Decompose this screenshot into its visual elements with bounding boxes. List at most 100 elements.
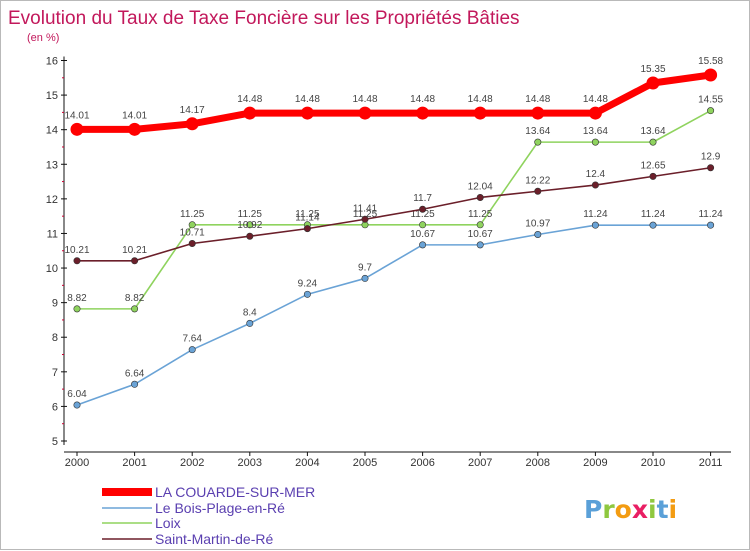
series-0: 14.01 14.01 14.17 14.48 14.48 14.48 14.48 14.48… <box>64 56 724 136</box>
x-tick-label: 2010 <box>641 457 665 469</box>
data-point <box>649 172 657 180</box>
data-label: 13.64 <box>640 126 665 137</box>
data-label: 12.9 <box>701 152 721 163</box>
series-line <box>73 71 715 133</box>
data-label: 10.92 <box>237 220 262 231</box>
data-label: 14.48 <box>525 94 550 105</box>
chart-title: Evolution du Taux de Taxe Foncière sur l… <box>8 8 520 29</box>
data-point <box>534 138 542 146</box>
data-point <box>476 193 484 201</box>
data-point <box>361 215 369 223</box>
data-point <box>419 221 427 229</box>
data-label: 14.17 <box>180 105 205 116</box>
data-point <box>128 122 142 136</box>
y-tick-label: 11 <box>47 228 58 240</box>
data-point <box>131 257 139 265</box>
data-point <box>243 106 257 120</box>
x-tick-label: 2005 <box>353 457 377 469</box>
data-label: 11.25 <box>410 209 435 220</box>
data-label: 11.25 <box>180 209 205 220</box>
data-label: 11.41 <box>353 203 378 214</box>
logo-letter: i <box>669 495 678 524</box>
data-label: 12.22 <box>525 175 550 186</box>
x-tick-label: 2009 <box>583 457 607 469</box>
data-label: 9.24 <box>298 278 318 289</box>
data-label: 6.64 <box>125 368 145 379</box>
data-point <box>73 305 81 313</box>
data-label: 11.25 <box>295 209 320 220</box>
data-point <box>246 221 254 229</box>
data-label: 7.64 <box>182 334 202 345</box>
data-label: 11.25 <box>468 209 493 220</box>
data-label: 11.14 <box>295 213 320 224</box>
data-label: 11.24 <box>583 209 608 220</box>
data-point <box>591 138 599 146</box>
data-point <box>649 221 657 229</box>
y-axis: 5 6 7 8 9 10 11 12 13 14 15 16 <box>46 56 67 448</box>
series-2: 8.82 8.82 11.25 11.25 11.25 11.25 11.25 11.25 13… <box>67 95 724 313</box>
logo-letter: r <box>602 495 615 524</box>
x-tick-label: 2000 <box>65 457 89 469</box>
y-tick-label: 15 <box>46 90 58 102</box>
y-tick-label: 5 <box>52 436 58 448</box>
data-point <box>707 221 715 229</box>
data-label: 6.04 <box>67 389 87 400</box>
data-point <box>531 106 545 120</box>
data-point <box>185 117 199 131</box>
data-label: 8.82 <box>67 293 87 304</box>
data-label: 14.48 <box>583 94 608 105</box>
data-label: 11.24 <box>641 209 666 220</box>
data-point <box>188 239 196 247</box>
x-tick-label: 2003 <box>238 457 262 469</box>
data-label: 10.71 <box>180 227 205 238</box>
data-label: 8.82 <box>125 293 145 304</box>
data-point <box>131 380 139 388</box>
data-label: 14.01 <box>122 110 147 121</box>
y-tick-label: 7 <box>52 367 58 379</box>
legend-label: Loix <box>155 515 181 531</box>
chart-subtitle: (en %) <box>27 32 59 44</box>
y-tick-label: 10 <box>46 263 58 275</box>
logo-letter: i <box>648 495 657 524</box>
data-label: 11.24 <box>698 209 723 220</box>
x-tick-label: 2008 <box>526 457 550 469</box>
data-point <box>416 106 430 120</box>
data-point <box>476 241 484 249</box>
y-tick-label: 13 <box>46 159 58 171</box>
data-point <box>646 76 660 90</box>
proxiti-logo: Proxiti <box>584 495 677 524</box>
x-tick-label: 2001 <box>122 457 146 469</box>
data-point <box>588 106 602 120</box>
data-point <box>591 181 599 189</box>
data-label: 14.48 <box>237 94 262 105</box>
y-tick-label: 14 <box>46 125 58 137</box>
x-tick-label: 2011 <box>699 457 723 469</box>
x-tick-label: 2006 <box>410 457 434 469</box>
data-point <box>300 106 314 120</box>
data-point <box>361 274 369 282</box>
data-label: 11.25 <box>238 209 263 220</box>
data-label: 12.65 <box>640 160 665 171</box>
y-tick-label: 9 <box>52 298 58 310</box>
data-label: 15.35 <box>640 64 665 75</box>
data-label: 13.64 <box>525 126 550 137</box>
data-point <box>246 319 254 327</box>
data-point <box>419 241 427 249</box>
data-point <box>131 305 139 313</box>
data-label: 8.4 <box>243 307 257 318</box>
legend-label: LA COUARDE-SUR-MER <box>155 484 315 500</box>
data-label: 10.21 <box>64 245 89 256</box>
y-tick-label: 8 <box>52 332 58 344</box>
data-label: 11.25 <box>353 209 378 220</box>
data-point <box>649 138 657 146</box>
data-point <box>476 221 484 229</box>
data-point <box>70 122 84 136</box>
series-3: 10.21 10.21 10.71 10.92 11.14 11.41 11.7 12.04 1… <box>64 152 721 265</box>
x-tick-label: 2007 <box>468 457 492 469</box>
data-point <box>473 106 487 120</box>
data-point <box>707 164 715 172</box>
data-label: 13.64 <box>583 126 608 137</box>
data-point <box>188 221 196 229</box>
